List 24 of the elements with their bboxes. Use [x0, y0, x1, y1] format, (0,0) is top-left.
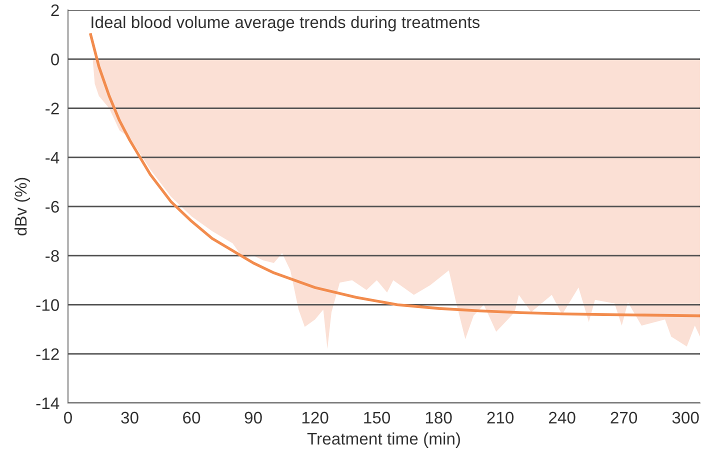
y-axis-title: dBv (%)	[14, 178, 30, 236]
x-tick-label: 300	[672, 412, 699, 424]
x-tick-label: 210	[487, 412, 514, 424]
y-tick-label: -4	[46, 152, 60, 164]
x-tick-label: 90	[244, 412, 262, 424]
y-tick-label: 0	[51, 54, 60, 66]
x-tick-label: 120	[302, 412, 328, 424]
y-tick-label: -10	[36, 299, 60, 311]
x-tick-label: 240	[549, 412, 576, 424]
x-axis-title: Treatment time (min)	[307, 432, 460, 448]
y-tick-label: -12	[36, 348, 59, 360]
x-tick-label: 0	[64, 412, 72, 424]
line-series	[89, 33, 700, 318]
chart-title: Ideal blood volume average trends during treatments	[92, 16, 480, 32]
y-tick-label: 2	[51, 4, 59, 16]
x-tick-label: 30	[121, 412, 138, 424]
x-tick-label: 180	[426, 412, 452, 424]
x-tick-label: 150	[364, 412, 390, 424]
y-tick-label: -6	[46, 200, 59, 213]
x-tick-label: 270	[610, 412, 638, 424]
y-tick-label: -14	[36, 398, 60, 410]
y-tick-label: -2	[46, 102, 59, 114]
x-tick-label: 60	[183, 412, 200, 424]
y-tick-label: -8	[46, 250, 59, 262]
